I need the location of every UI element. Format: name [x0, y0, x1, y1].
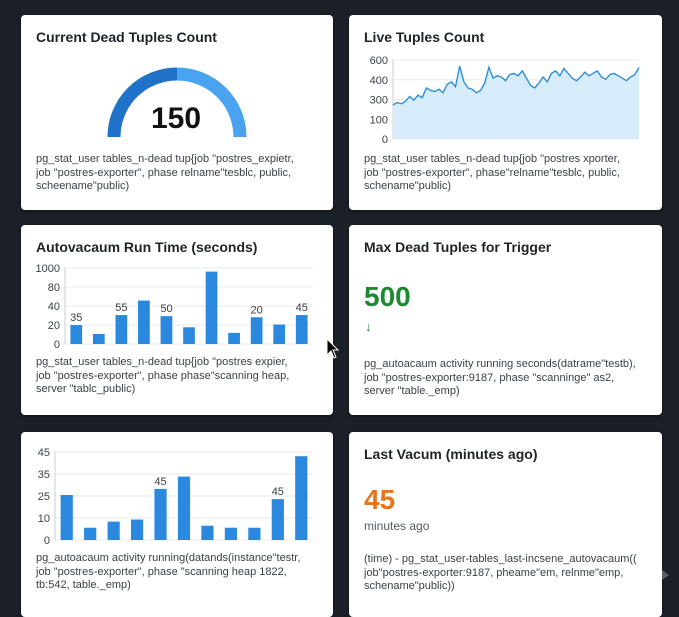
card-query: pg_stat_user tables_n-dead tup{job "post…: [36, 356, 290, 395]
card-autovacuum-run-time: Autovacaum Run Time (seconds) 1000 80 40 20…: [21, 225, 333, 415]
runtime-bar: [160, 316, 173, 344]
runtime-data-label: 50: [160, 303, 172, 315]
card-title: Max Dead Tuples for Trigger: [364, 239, 552, 255]
runtime-data-label: 55: [115, 302, 127, 314]
card-title: Current Dead Tuples Count: [36, 29, 217, 45]
activity-bar: [154, 488, 167, 540]
runtime-data-label: 35: [70, 312, 82, 324]
card-autovacuum-activity: 45 35 25 10 0 45 45 pg_autoacaum activity runn…: [21, 432, 333, 617]
live-tick-label: 0: [382, 134, 388, 146]
activity-tick-label: 35: [38, 469, 50, 481]
trend-down-icon: ↓: [365, 319, 372, 334]
runtime-bar: [183, 327, 195, 344]
runtime-tick-label: 40: [48, 301, 60, 313]
gauge-chart: [107, 67, 247, 138]
runtime-tick-label: 80: [48, 282, 60, 294]
runtime-bar: [205, 271, 218, 344]
activity-bar: [271, 499, 284, 540]
activity-bar: [84, 527, 97, 540]
activity-tick-label: 10: [38, 513, 50, 525]
activity-bar: [107, 521, 120, 540]
gauge-arc-right: [176, 67, 247, 138]
live-tick-label: 300: [370, 95, 388, 107]
stat-value: 45: [364, 484, 396, 515]
activity-bar: [224, 527, 238, 540]
gauge-value: 150: [151, 102, 202, 135]
stat-value: 500: [364, 281, 411, 312]
live-series-area: [393, 66, 639, 139]
card-query: pg_stat_user tables_n-dead tup{job "post…: [364, 153, 620, 192]
card-title: Live Tuples Count: [364, 29, 485, 45]
runtime-bar: [138, 300, 150, 344]
mouse-cursor-icon: [326, 338, 340, 359]
card-max-dead-tuples: Max Dead Tuples for Trigger 500 ↓ pg_aut…: [349, 225, 662, 415]
live-tick-label: 100: [370, 114, 388, 126]
runtime-bar: [70, 325, 83, 344]
runtime-tick-label: 1000: [36, 263, 60, 275]
activity-data-label: 45: [154, 476, 166, 488]
card-query: (time) - pg_stat_user-tables_last-incsen…: [364, 553, 637, 592]
runtime-tick-label: 20: [48, 320, 60, 332]
card-live-tuples: Live Tuples Count 600 400 300 100 0 pg_stat_…: [349, 15, 662, 210]
gauge-arc-left: [107, 67, 178, 138]
live-series-line: [392, 65, 640, 106]
live-tick-label: 400: [370, 75, 388, 87]
runtime-tick-label: 0: [54, 339, 60, 351]
card-current-dead-tuples: Current Dead Tuples Count 150 pg_stat_us…: [21, 15, 333, 210]
activity-bar-chart: 45 35 25 10 0 45 45: [38, 447, 313, 544]
card-last-vacuum: Last Vacum (minutes ago) 45 minutes ago …: [349, 432, 662, 617]
autovacuum-bar-chart: 1000 80 40 20 0 35 55 50 20 45: [36, 263, 313, 351]
runtime-bar: [115, 315, 128, 344]
scroll-right-icon[interactable]: [662, 570, 669, 580]
activity-bar: [60, 495, 73, 540]
activity-bar: [130, 519, 144, 540]
runtime-bar: [295, 315, 308, 344]
card-query: pg_autoacaum activity running seconds(da…: [364, 358, 636, 397]
runtime-bar: [92, 333, 105, 344]
activity-bar: [295, 456, 308, 540]
activity-tick-label: 25: [38, 491, 50, 503]
runtime-bar: [273, 324, 286, 344]
activity-bar: [248, 527, 261, 540]
activity-data-label: 45: [272, 486, 284, 498]
live-tuples-chart: 600 400 300 100 0: [370, 55, 640, 146]
card-query: pg_autoacaum activity running(datands(in…: [36, 552, 301, 591]
activity-bar: [177, 476, 191, 540]
card-query: pg_stat_user tables_n-dead tup{job "post…: [36, 153, 294, 192]
runtime-data-label: 45: [296, 302, 308, 314]
card-title: Autovacaum Run Time (seconds): [36, 239, 258, 255]
live-tick-label: 600: [370, 55, 388, 67]
card-title: Last Vacum (minutes ago): [364, 446, 538, 462]
activity-tick-label: 0: [44, 535, 50, 544]
stat-unit: minutes ago: [364, 519, 430, 533]
runtime-bar: [228, 332, 240, 344]
activity-tick-label: 45: [38, 447, 50, 459]
runtime-data-label: 20: [251, 304, 263, 316]
activity-bar: [201, 525, 214, 540]
runtime-bar: [250, 317, 263, 344]
